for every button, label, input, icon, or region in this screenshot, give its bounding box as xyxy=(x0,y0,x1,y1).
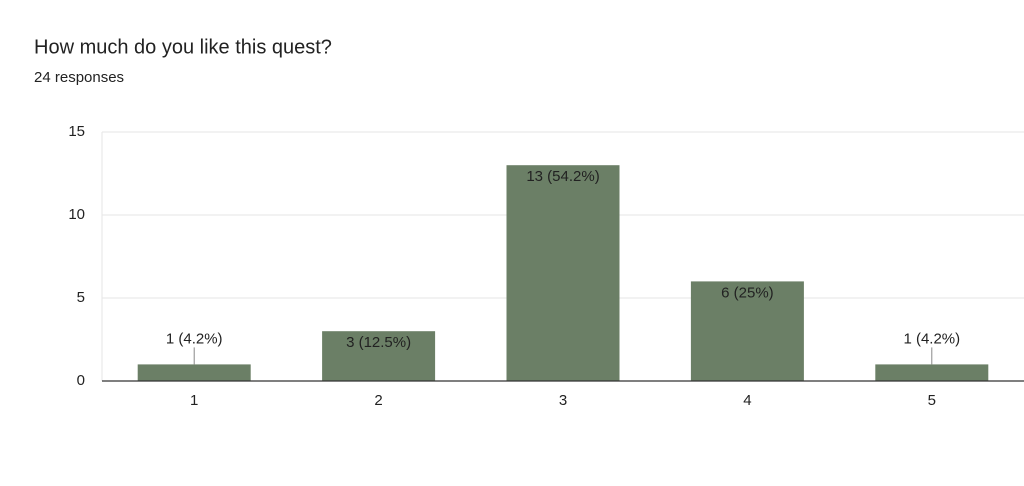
y-tick-label: 5 xyxy=(77,289,85,306)
x-tick-label: 1 xyxy=(190,392,198,409)
bar xyxy=(322,331,436,381)
chart-subtitle: 24 responses xyxy=(34,69,124,86)
data-label: 13 (54.2%) xyxy=(526,168,599,185)
data-label: 3 (12.5%) xyxy=(346,334,411,351)
data-label: 1 (4.2%) xyxy=(903,330,960,347)
x-tick-label: 5 xyxy=(928,392,936,409)
bar xyxy=(137,364,251,381)
y-tick-label: 10 xyxy=(68,206,85,223)
x-tick-label: 3 xyxy=(559,392,567,409)
x-tick-label: 4 xyxy=(743,392,751,409)
bar xyxy=(506,165,620,381)
y-tick-label: 0 xyxy=(77,372,85,389)
y-tick-label: 15 xyxy=(68,123,85,140)
bar xyxy=(875,364,989,381)
data-label: 1 (4.2%) xyxy=(166,330,223,347)
bar xyxy=(690,281,804,381)
data-label: 6 (25%) xyxy=(721,284,774,301)
x-tick-label: 2 xyxy=(374,392,382,409)
chart-title: How much do you like this quest? xyxy=(34,36,332,58)
